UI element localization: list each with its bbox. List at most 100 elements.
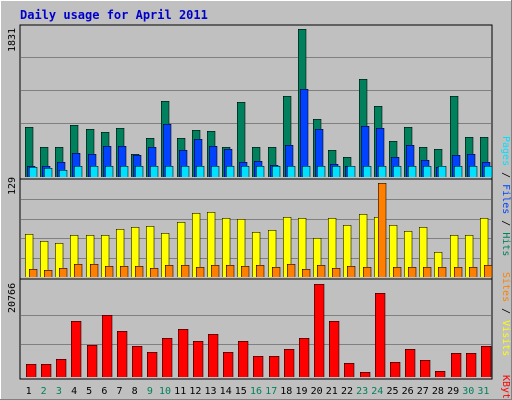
x-tick-label-day-19: 19 [295, 386, 307, 397]
bar-kbytes-day-17 [269, 356, 280, 377]
x-axis-labels: 1 2 3 4 5 6 7 8 9 10 11 12 13 14 15 16 17 18 19 20 21 22 23 24 2… [26, 386, 490, 397]
bar-kbytes-day-5-body [87, 345, 97, 377]
bar-kbytes-day-27-body [420, 360, 430, 377]
bar-sites-day-9-body [150, 268, 158, 277]
bar-kbytes-day-9-body [147, 352, 157, 377]
bar-pages-day-5 [90, 166, 99, 177]
top-legend: Pages / Files / Hits [500, 136, 511, 256]
bar-pages-day-26 [408, 166, 417, 177]
bar-pages-day-18 [287, 166, 296, 177]
bar-kbytes-day-9 [147, 352, 158, 377]
bar-kbytes-day-11-body [178, 329, 188, 377]
bar-pages-day-28 [438, 166, 447, 177]
x-tick-label-day-24: 24 [371, 386, 383, 397]
bar-sites-day-7 [120, 266, 129, 277]
x-tick-label-day-30: 30 [462, 386, 474, 397]
bar-kbytes-day-6 [102, 315, 113, 377]
bar-sites-day-2-body [44, 270, 52, 277]
bar-pages-day-22-body [347, 166, 355, 177]
bar-pages-day-1-body [29, 167, 37, 177]
bar-visits-day-12 [192, 213, 201, 277]
chart-title: Daily usage for April 2011 [20, 8, 208, 22]
bar-kbytes-day-18 [284, 349, 295, 377]
bar-sites-day-5 [90, 264, 99, 277]
bar-visits-day-17-body [268, 230, 276, 277]
bar-pages-day-22 [347, 166, 356, 177]
bar-pages-day-19-body [302, 166, 310, 177]
bar-kbytes-day-24-body [375, 293, 385, 377]
bar-pages-day-1 [29, 167, 38, 177]
bar-visits-day-12-body [192, 213, 200, 277]
bar-pages-day-14 [226, 166, 235, 177]
x-tick-label-day-15: 15 [235, 386, 247, 397]
bar-pages-day-4 [74, 166, 83, 177]
bar-sites-day-6-body [105, 266, 113, 277]
bar-kbytes-day-8-body [132, 346, 142, 377]
bar-kbytes-day-30 [466, 353, 477, 377]
bar-kbytes-day-22-body [344, 363, 354, 377]
bar-hits-day-5-body [86, 129, 94, 177]
bar-sites-day-3 [59, 268, 68, 277]
bar-kbytes-day-11 [178, 329, 189, 377]
bar-sites-day-19-body [302, 269, 310, 277]
bar-sites-day-12-body [196, 267, 204, 277]
bar-kbytes-day-26-body [405, 349, 415, 377]
x-tick-label-day-31: 31 [477, 386, 489, 397]
bar-sites-day-22 [347, 266, 356, 277]
bar-visits-day-22-body [343, 225, 351, 277]
bar-pages-day-13-body [211, 166, 219, 177]
x-tick-label-day-1: 1 [26, 386, 32, 397]
bar-visits-day-18-body [283, 217, 291, 277]
bar-files-day-19-body [300, 89, 308, 177]
legend-visits: Visits [500, 320, 511, 356]
bar-pages-day-12-body [196, 166, 204, 177]
bar-pages-day-8 [135, 166, 144, 177]
bar-pages-day-7 [120, 166, 129, 177]
bar-pages-day-24 [378, 166, 387, 177]
bar-sites-day-8-body [135, 266, 143, 277]
x-tick-label-day-17: 17 [265, 386, 277, 397]
bar-kbytes-day-20-body [314, 284, 324, 377]
bar-visits-day-1-body [25, 234, 33, 277]
bar-pages-day-30-body [469, 166, 477, 177]
bar-sites-day-8 [135, 266, 144, 277]
bar-visits-day-20-body [313, 238, 321, 277]
middle-max-label: 129 [7, 177, 18, 195]
bar-files-day-9-body [148, 147, 156, 177]
bar-sites-day-17-body [272, 267, 280, 277]
bar-pages-day-13 [211, 166, 220, 177]
bar-sites-day-21 [332, 268, 341, 277]
bar-kbytes-day-29-body [451, 353, 461, 377]
bar-hits-day-18-body [283, 96, 291, 177]
bar-sites-day-12 [196, 267, 205, 277]
bar-pages-day-28-body [438, 166, 446, 177]
bar-pages-day-30 [469, 166, 478, 177]
bar-sites-day-10 [165, 265, 174, 277]
bar-sites-day-15-body [241, 266, 249, 277]
bar-pages-day-5-body [90, 166, 98, 177]
bar-files-day-11-body [179, 150, 187, 177]
legend-hits: Hits [500, 232, 511, 256]
bar-sites-day-4 [74, 264, 83, 277]
bar-hits-day-4-body [70, 125, 78, 177]
bar-hits-day-28-body [434, 149, 442, 177]
x-tick-label-day-13: 13 [204, 386, 216, 397]
bar-files-day-7-body [118, 146, 126, 177]
bar-hits-day-31-body [480, 137, 488, 177]
legend-files: Files [500, 184, 511, 214]
bar-kbytes-day-12 [193, 341, 204, 377]
bar-hits-day-1-body [25, 127, 33, 177]
bar-pages-day-9 [150, 166, 159, 177]
bar-kbytes-day-21-body [329, 321, 339, 377]
bar-pages-day-26-body [408, 166, 416, 177]
bar-visits-day-19 [298, 218, 307, 277]
bar-pages-day-15 [241, 166, 250, 177]
bar-sites-day-26 [408, 267, 417, 277]
bar-kbytes-day-19 [299, 338, 310, 377]
bar-visits-day-7-body [116, 229, 124, 277]
bar-pages-day-2-body [44, 168, 52, 177]
bar-sites-day-11 [181, 265, 190, 277]
x-tick-label-day-22: 22 [341, 386, 353, 397]
bar-sites-day-14-body [226, 265, 234, 277]
